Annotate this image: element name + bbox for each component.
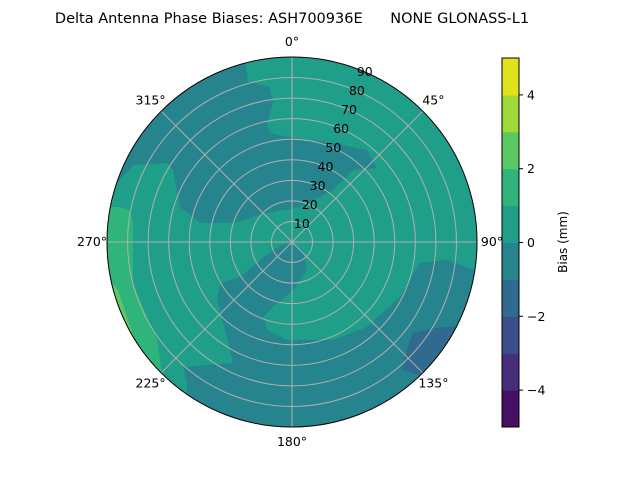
colorbar-bin xyxy=(502,58,519,96)
radial-tick-label: 80 xyxy=(349,83,365,98)
radial-tick-label: 60 xyxy=(333,121,349,136)
colorbar-bin xyxy=(502,205,519,243)
colorbar-bin xyxy=(502,94,519,133)
colorbar-bin xyxy=(502,353,519,391)
angular-tick-label: 315° xyxy=(136,93,166,108)
colorbar-tick-label: 0 xyxy=(527,235,535,250)
colorbar-tick-label: −2 xyxy=(527,309,545,324)
angular-tick-label: 180° xyxy=(277,434,307,449)
colorbar-bin xyxy=(502,131,519,170)
colorbar-tick-label: −4 xyxy=(527,383,545,398)
radial-tick-label: 20 xyxy=(302,197,318,212)
radial-tick-label: 30 xyxy=(310,178,326,193)
colorbar-bin xyxy=(502,390,519,428)
radial-tick-label: 40 xyxy=(318,159,334,174)
radial-tick-label: 70 xyxy=(341,102,357,117)
polar-plot-area: 0° 45° 90° 135° 180° 225° 270° 315° 10 20 30 40 50 60… xyxy=(77,34,503,449)
angular-gridline xyxy=(291,241,424,374)
colorbar-bin xyxy=(502,168,519,207)
angular-tick-label: 225° xyxy=(136,375,166,390)
radial-tick-label: 10 xyxy=(294,216,310,231)
chart-title: Delta Antenna Phase Biases: ASH700936E N… xyxy=(55,11,529,27)
radial-tick-label: 90 xyxy=(357,64,373,79)
angular-tick-label: 0° xyxy=(285,34,299,49)
radial-tick-label: 50 xyxy=(325,140,341,155)
colorbar-bin xyxy=(502,316,519,354)
angular-tick-label: 90° xyxy=(481,234,503,249)
angular-gridline xyxy=(160,110,293,243)
colorbar-bin xyxy=(502,242,519,280)
colorbar-bin xyxy=(502,279,519,317)
colorbar-label: Bias (mm) xyxy=(556,211,570,273)
colorbar-tick-label: 4 xyxy=(527,87,535,102)
colorbar: −4 −2 0 2 4 xyxy=(501,57,545,428)
angular-tick-label: 270° xyxy=(77,234,107,249)
polar-frame xyxy=(106,56,478,428)
angular-tick-label: 135° xyxy=(418,375,448,390)
angular-gridline xyxy=(160,241,293,374)
angular-tick-label: 45° xyxy=(422,93,444,108)
colorbar-tick-label: 2 xyxy=(527,161,535,176)
angular-gridline xyxy=(291,110,424,243)
